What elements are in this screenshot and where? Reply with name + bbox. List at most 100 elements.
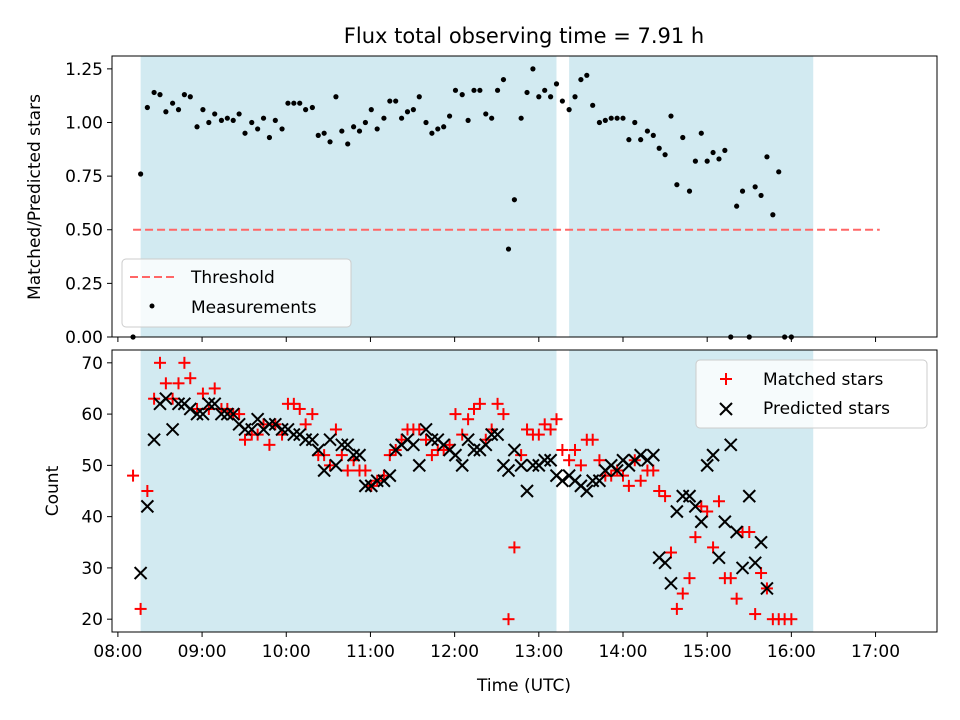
measurement-point [578,76,584,83]
predicted-star-point [358,479,373,493]
matched-star-point [159,377,172,390]
matched-star-point [491,397,504,410]
bot-y-tick-label-2: 40 [81,508,103,528]
matched-star-point [574,459,587,472]
x-tick-label-1: 09:00 [178,642,227,662]
predicted-star-point [346,448,361,462]
measurement-point [297,100,303,106]
x-tick-label-4: 12:00 [430,642,479,662]
matched-star-point [755,567,768,580]
figure-title: Flux total observing time = 7.91 h [344,24,704,48]
bottom-y-ticks: 20 30 40 50 60 70 [81,354,112,630]
measurement-point [764,154,770,160]
measurement-point [752,184,758,190]
matched-star-point [449,408,462,421]
predicted-star-point [592,474,607,488]
matched-star-point [538,418,551,431]
measurement-point [739,188,746,194]
measurement-point [249,119,255,126]
predicted-star-point [196,407,210,421]
predicted-star-point [748,556,762,570]
matched-star-point [634,474,647,487]
matched-star-point [724,572,737,585]
predicted-star-point [646,448,661,462]
top-y-tick-label-0: 0.00 [65,328,103,348]
measurement-point [776,169,782,175]
measurement-point [345,141,351,147]
measurement-point [692,158,698,164]
measurement-point [291,100,297,106]
measurement-point [584,72,590,78]
measurement-point [212,111,218,117]
x-axis-label: Time (UTC) [476,676,571,696]
measurement-point [459,92,465,98]
measurement-point [333,94,339,100]
matched-star-point [659,490,672,503]
matched-star-point [712,495,725,508]
matched-star-point [413,423,426,436]
predicted-star-point [214,407,229,421]
measurement-point [511,197,517,203]
matched-star-point [467,402,480,415]
measurement-point [236,111,242,117]
x-tick-label-6: 14:00 [598,642,647,662]
measurement-point [483,111,489,117]
measurement-point [626,137,632,143]
matched-star-point [359,464,372,477]
measurement-point [279,126,285,132]
matched-star-point [749,608,762,621]
top-legend-box [121,258,352,328]
predicted-star-point [514,458,528,473]
measurement-point [505,246,512,252]
predicted-star-points [133,392,774,596]
bottom-legend-box [695,359,928,429]
measurement-point [518,115,524,121]
bot-y-tick-label-0: 20 [81,610,103,630]
measurement-point [416,94,422,100]
bot-y-tick-label-1: 30 [81,559,103,579]
measurement-point [242,130,248,136]
matched-star-point [329,423,342,436]
measurement-point [435,126,441,132]
predicted-star-point [718,515,732,529]
measurement-point [429,130,435,136]
bottom-y-axis-label: Count [43,465,63,516]
predicted-star-point [140,499,155,514]
predicted-star-point [133,566,148,580]
measurement-point [704,158,710,164]
predicted-star-point [507,443,522,457]
measurement-point [303,107,309,113]
measurement-point [542,87,548,93]
matched-star-point [233,408,246,421]
predicted-star-point [520,484,534,498]
measurement-point [650,132,656,138]
measurement-point [530,66,536,72]
measurement-point [151,89,157,96]
predicted-star-point [171,397,186,411]
measurement-point [230,117,236,123]
measurement-point [452,87,459,93]
predicted-star-point [484,427,499,442]
legend-predicted-label: Predicted stars [763,399,890,419]
top-y-tick-label-1: 0.25 [65,274,103,294]
measurement-point [716,156,722,162]
matched-star-point [683,572,696,585]
matched-star-point [695,500,708,513]
measurement-point [423,119,429,126]
measurement-point [362,119,368,126]
measurement-point [656,145,662,151]
predicted-star-point [262,417,277,432]
predicted-star-point [461,433,475,447]
matched-star-point [569,443,582,456]
matched-star-point [425,449,438,462]
measurement-point [441,124,447,130]
predicted-star-point [455,458,469,473]
measurement-point [553,81,560,87]
x-tick-label-9: 17:00 [851,642,900,662]
matched-star-point [532,428,545,441]
measurement-point [285,100,291,106]
top-legend: Threshold Measurements [121,258,352,328]
predicted-star-point [490,427,505,442]
bottom-observing-bands [140,350,814,632]
predicted-star-point [317,463,331,478]
